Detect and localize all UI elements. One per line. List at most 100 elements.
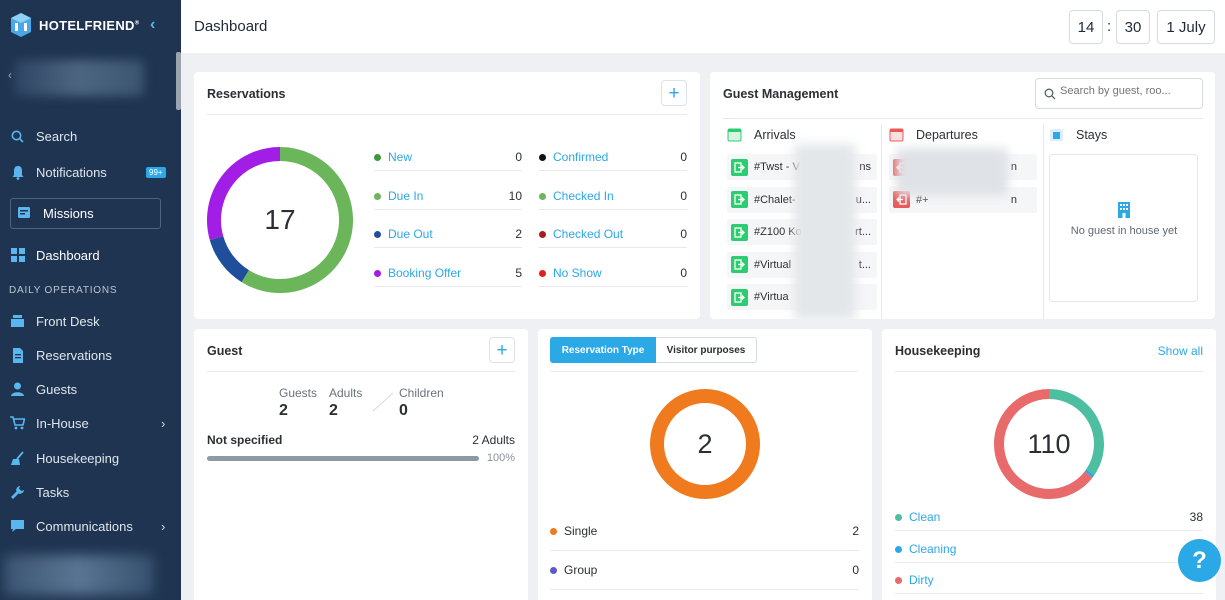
check-in-icon <box>731 223 748 241</box>
legend-item-due-in[interactable]: Due In 10 <box>374 189 522 211</box>
arrival-label: #Chalet- <box>754 193 796 206</box>
brand-logo[interactable]: HOTELFRIEND® <box>10 12 139 38</box>
sidebar-item-label: In-House <box>36 415 89 431</box>
chat-icon <box>10 519 25 534</box>
housekeeping-title: Housekeeping <box>895 344 981 358</box>
tab-visitor-purposes[interactable]: Visitor purposes <box>656 337 757 363</box>
guest-type-label: Not specified <box>207 433 283 447</box>
sidebar-item-label: Reservations <box>36 347 112 363</box>
sidebar-item-front-desk[interactable]: Front Desk <box>0 308 181 334</box>
missions-button[interactable]: Missions <box>10 198 161 229</box>
plus-icon: + <box>496 339 508 361</box>
add-guest-button[interactable]: + <box>489 337 515 363</box>
sidebar-item-search[interactable]: Search <box>0 123 181 149</box>
arrival-label: #Z100 Ko <box>754 226 802 238</box>
cart-icon <box>10 416 25 431</box>
arrival-label-tail: t... <box>858 258 871 271</box>
legend-divider <box>539 170 687 171</box>
housekeeping-donut-chart <box>994 389 1104 499</box>
check-in-icon <box>731 158 748 176</box>
add-reservation-button[interactable]: + <box>661 80 687 106</box>
sidebar-item-guests[interactable]: Guests <box>0 376 181 402</box>
collapse-sidebar-icon[interactable]: ‹ <box>150 16 156 33</box>
search-icon <box>10 129 25 144</box>
legend-label: Group <box>564 562 598 577</box>
reservations-donut-chart <box>207 147 353 293</box>
user-icon <box>10 382 25 397</box>
legend-value: 0 <box>515 150 522 164</box>
legend-label: Cleaning <box>909 541 957 556</box>
legend-value: 0 <box>680 150 687 164</box>
time-separator: : <box>1107 18 1112 35</box>
brand-name: HOTELFRIEND® <box>39 17 140 33</box>
check-in-icon <box>731 256 748 273</box>
legend-divider <box>895 530 1203 531</box>
legend-dot <box>895 545 902 553</box>
legend-item-single[interactable]: Single 2 <box>550 524 859 551</box>
stays-empty-box: No guest in house yet <box>1049 154 1198 302</box>
legend-divider <box>374 247 522 248</box>
minute-field[interactable]: 30 <box>1116 10 1150 44</box>
sidebar-item-label: Notifications <box>36 164 107 180</box>
plus-icon: + <box>668 82 680 104</box>
legend-item-due-out[interactable]: Due Out 2 <box>374 227 522 249</box>
donut-segment-cleaning[interactable] <box>1084 469 1095 478</box>
tab-reservation-type[interactable]: Reservation Type <box>550 337 656 363</box>
sidebar-item-communications[interactable]: Communications › <box>0 513 181 539</box>
calendar-icon <box>889 128 904 142</box>
guest-progress-fill <box>207 456 479 461</box>
legend-value: 2 <box>515 227 522 241</box>
check-in-icon <box>731 191 748 208</box>
legend-item-confirmed[interactable]: Confirmed 0 <box>539 150 687 172</box>
sidebar-item-tasks[interactable]: Tasks <box>0 479 181 505</box>
donut-segment-single[interactable] <box>650 389 760 499</box>
sidebar-item-label: Tasks <box>36 484 70 500</box>
divider <box>895 371 1203 372</box>
sidebar-scrollbar[interactable] <box>176 52 181 110</box>
sidebar-item-dashboard[interactable]: Dashboard <box>0 242 181 268</box>
legend-value: 38 <box>1189 510 1203 524</box>
donut-segment-booking-offer[interactable] <box>207 147 281 240</box>
guest-search-field[interactable] <box>1035 78 1203 109</box>
legend-item-checked-in[interactable]: Checked In 0 <box>539 189 687 211</box>
user-profile-redacted[interactable]: ‹ <box>0 54 181 110</box>
donut-segment-dirty[interactable] <box>994 389 1093 499</box>
sidebar-item-label: Communications <box>36 518 133 534</box>
legend-item-clean[interactable]: Clean 38 <box>895 510 1203 532</box>
legend-item-dirty[interactable]: Dirty <box>895 573 1203 595</box>
legend-divider <box>895 561 1203 563</box>
donut-segment-due-out[interactable] <box>209 235 250 283</box>
arrival-label: #Virtua <box>754 291 789 303</box>
document-icon <box>10 347 25 363</box>
help-button[interactable]: ? <box>1178 539 1221 582</box>
guest-search-input[interactable] <box>1060 85 1198 97</box>
donut-segment-due-in[interactable] <box>241 147 353 293</box>
legend-item-new[interactable]: New 0 <box>374 150 522 172</box>
sidebar-item-housekeeping[interactable]: Housekeeping <box>0 445 181 471</box>
sidebar-footer-redacted <box>4 555 154 595</box>
sidebar-item-notifications[interactable]: Notifications 99+ <box>0 159 181 185</box>
legend-item-no-show[interactable]: No Show 0 <box>539 266 687 288</box>
sidebar-item-in-house[interactable]: In-House › <box>0 410 181 436</box>
chevron-left-icon: ‹ <box>8 68 12 82</box>
legend-label: Dirty <box>909 573 934 587</box>
departure-label-tail: n <box>1010 161 1017 173</box>
hour-field[interactable]: 14 <box>1069 10 1103 44</box>
front-desk-icon <box>10 314 25 329</box>
legend-label: No Show <box>553 265 602 280</box>
legend-label: New <box>388 150 413 164</box>
legend-divider <box>374 208 522 210</box>
donut-segment-clean[interactable] <box>1048 389 1104 476</box>
date-field[interactable]: 1 July <box>1157 10 1215 44</box>
legend-value: 0 <box>680 188 687 203</box>
legend-item-group[interactable]: Group 0 <box>550 562 859 590</box>
legend-item-booking-offer[interactable]: Booking Offer 5 <box>374 266 522 288</box>
show-all-link[interactable]: Show all <box>1157 344 1203 358</box>
sidebar-item-reservations[interactable]: Reservations <box>0 342 181 368</box>
divider <box>550 371 858 372</box>
arrival-label: #Virtual <box>754 258 792 271</box>
legend-item-cleaning[interactable]: Cleaning <box>895 542 1203 564</box>
section-daily-operations: DAILY OPERATIONS <box>9 285 118 296</box>
adults-count-label: Adults <box>329 386 363 400</box>
legend-item-checked-out[interactable]: Checked Out 0 <box>539 227 687 249</box>
